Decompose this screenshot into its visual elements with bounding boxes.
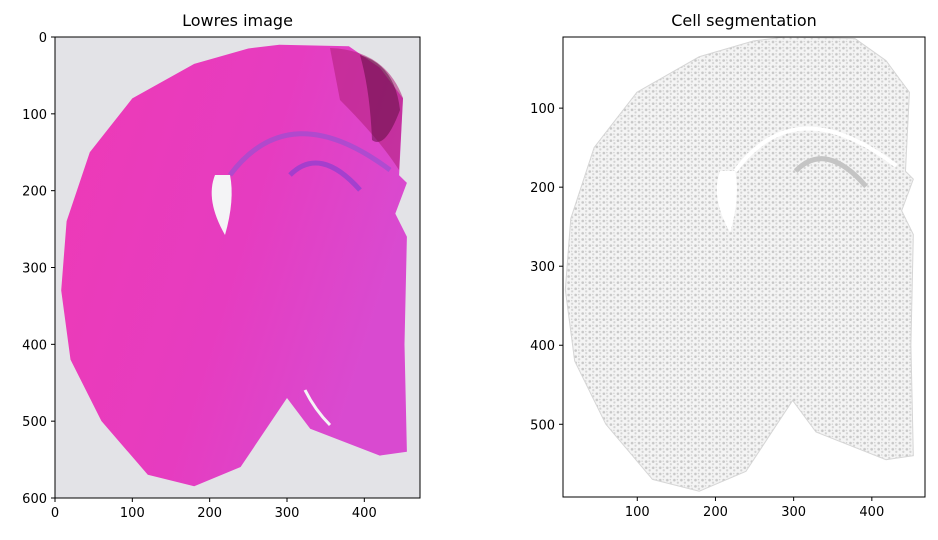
x-tick-label: 0 — [51, 506, 59, 521]
x-tick-label: 200 — [197, 506, 222, 521]
y-tick-label: 100 — [530, 102, 555, 117]
x-tick-label: 300 — [275, 506, 300, 521]
x-tick-label: 100 — [625, 505, 650, 520]
x-tick-label: 300 — [781, 505, 806, 520]
y-tick-label: 500 — [530, 418, 555, 433]
y-tick-label: 400 — [530, 339, 555, 354]
y-tick-label: 300 — [530, 260, 555, 275]
y-tick-label: 300 — [22, 262, 47, 277]
x-tick-label: 400 — [352, 506, 377, 521]
y-tick-label: 200 — [22, 185, 47, 200]
y-tick-label: 400 — [22, 338, 47, 353]
lowres-image — [55, 37, 420, 498]
x-tick-label: 100 — [120, 506, 145, 521]
x-tick-label: 200 — [703, 505, 728, 520]
chart-title: Cell segmentation — [671, 11, 817, 30]
y-tick-label: 0 — [39, 31, 47, 46]
y-tick-label: 200 — [530, 181, 555, 196]
chart-title: Lowres image — [182, 11, 293, 30]
x-tick-label: 400 — [859, 505, 884, 520]
axes-frame — [562, 36, 926, 498]
y-tick-label: 600 — [22, 492, 47, 507]
y-tick-label: 500 — [22, 415, 47, 430]
y-tick-label: 100 — [22, 108, 47, 123]
segmentation-image — [563, 37, 925, 497]
